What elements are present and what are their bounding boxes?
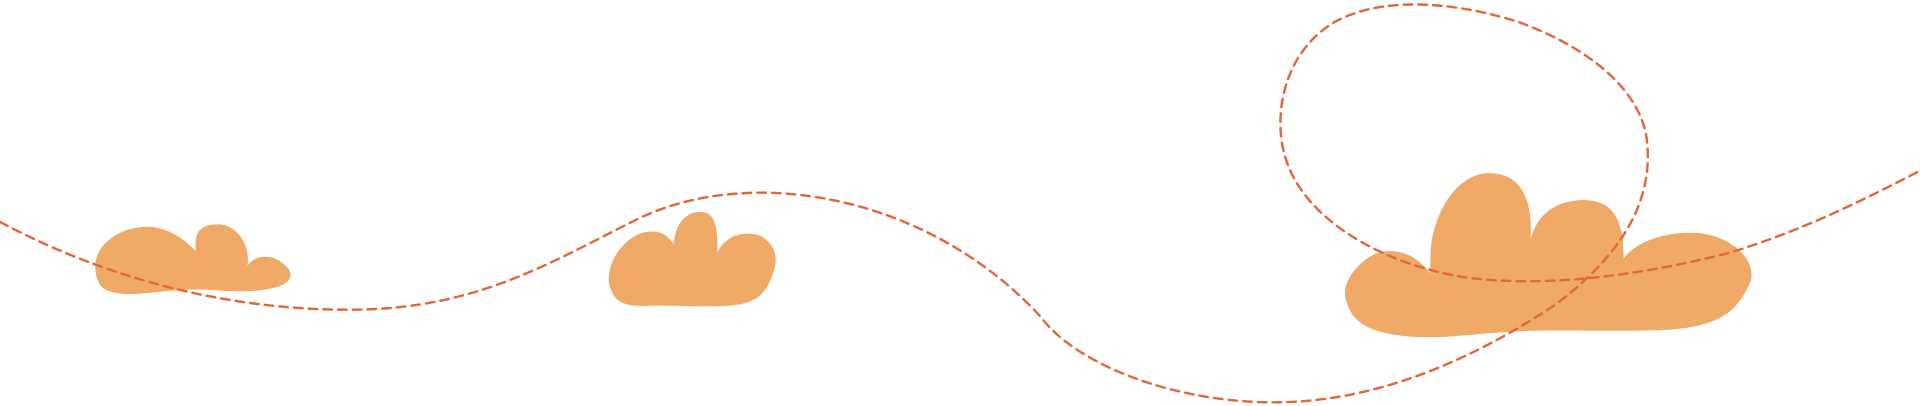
dashed-trail <box>0 3 1920 404</box>
cloud <box>1344 173 1752 338</box>
cloud <box>608 212 776 307</box>
cloud <box>95 224 291 295</box>
